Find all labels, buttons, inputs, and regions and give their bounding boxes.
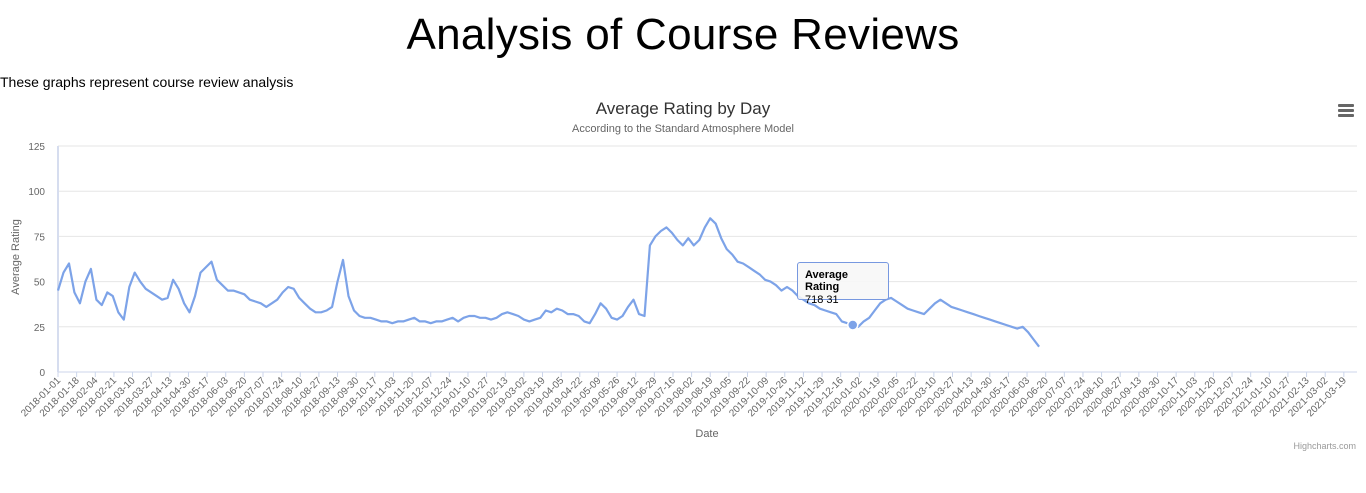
y-axis-ticks: 0 25 50 75 100 125 [28,142,45,379]
y-axis-label: Average Rating [10,219,22,295]
series-line [56,217,1040,348]
rating-line-chart: Average Rating by Day According to the S… [10,99,1357,440]
chart-subtitle: According to the Standard Atmosphere Mod… [572,123,794,135]
series-layer [56,217,1040,348]
chart-title: Average Rating by Day [596,99,771,118]
tooltip-series-name: Average Rating [805,269,849,293]
grid-lines [57,145,1357,373]
highcharts-credits-link[interactable]: Highcharts.com [1293,441,1356,451]
hamburger-menu-icon-bar [1338,114,1354,117]
y-tick-label: 25 [34,323,46,334]
x-axis-label: Date [695,428,718,440]
hamburger-menu-icon [1338,104,1354,107]
page-title: Analysis of Course Reviews [406,10,960,59]
x-axis-ticks: 2018-01-012018-01-182018-02-042018-02-21… [19,372,1349,419]
y-tick-label: 100 [28,187,45,198]
y-tick-label: 125 [28,142,45,153]
y-tick-label: 50 [34,278,46,289]
page-subtitle: These graphs represent course review ana… [0,74,294,90]
hamburger-menu-icon-bar [1338,109,1354,112]
tooltip-value: 718 31 [805,294,839,306]
y-tick-label: 0 [39,368,45,379]
chart-tooltip: Average Rating 718 31 [797,262,889,306]
chart-container: Average Rating by Day According to the S… [0,92,1366,462]
y-tick-label: 75 [34,232,46,243]
hover-point[interactable] [846,319,859,331]
chart-context-menu-button[interactable] [1338,104,1354,118]
